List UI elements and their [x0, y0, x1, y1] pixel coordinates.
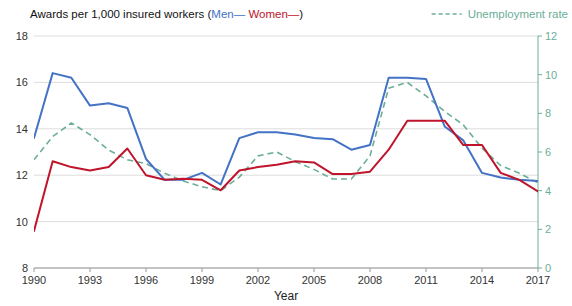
x-tick-label: 2008: [358, 274, 382, 286]
series-line: [34, 121, 538, 231]
x-axis-label: Year: [274, 289, 298, 303]
legend-label: Unemployment rate: [468, 8, 568, 20]
series-line: [34, 73, 538, 184]
x-tick: [426, 268, 427, 272]
grid: [34, 36, 538, 268]
grid-line: [34, 268, 538, 269]
chart: 8 10 12 14 16 18 0 2 4 6 8 10 12 1990 1993 1996 1999 2002…: [0, 0, 572, 306]
y2-tick: [538, 152, 542, 153]
x-tick: [370, 268, 371, 272]
y-tick-label: 8: [22, 262, 28, 274]
series-line: [34, 82, 538, 190]
x-tick-label: 2005: [302, 274, 326, 286]
y2-tick-label: 12: [545, 30, 557, 42]
y-tick-label: 14: [16, 123, 28, 135]
x-tick: [258, 268, 259, 272]
legend-swatch: [432, 13, 462, 15]
x-tick: [34, 268, 35, 272]
y2-tick: [538, 113, 542, 114]
y2-tick-label: 0: [545, 262, 551, 274]
y2-tick-label: 10: [545, 69, 557, 81]
x-tick: [90, 268, 91, 272]
x-tick-label: 1993: [78, 274, 102, 286]
x-tick-label: 1990: [22, 274, 46, 286]
y-tick-label: 12: [16, 169, 28, 181]
x-tick: [482, 268, 483, 272]
y-tick-label: 16: [16, 76, 28, 88]
grid-line: [34, 36, 538, 37]
x-tick: [146, 268, 147, 272]
x-axis-line: [34, 268, 538, 269]
y2-tick: [538, 229, 542, 230]
y-tick-label: 18: [16, 30, 28, 42]
x-tick-label: 2014: [470, 274, 494, 286]
grid-line: [34, 128, 538, 129]
x-tick-label: 2017: [526, 274, 550, 286]
y2-tick: [538, 268, 542, 269]
y2-tick: [538, 36, 542, 37]
lines: [34, 73, 538, 231]
x-tick-label: 1999: [190, 274, 214, 286]
grid-line: [34, 221, 538, 222]
y2-tick: [538, 190, 542, 191]
x-tick: [538, 268, 539, 272]
x-tick-label: 2011: [414, 274, 438, 286]
y-tick-label: 10: [16, 216, 28, 228]
x-tick: [202, 268, 203, 272]
x-tick: [314, 268, 315, 272]
grid-line: [34, 82, 538, 83]
x-tick-label: 1996: [134, 274, 158, 286]
y2-tick-label: 6: [545, 146, 551, 158]
legend: Unemployment rate: [432, 8, 568, 20]
y2-tick-label: 4: [545, 185, 551, 197]
y2-tick: [538, 74, 542, 75]
y2-axis-line: [538, 36, 539, 268]
title: Awards per 1,000 insured workers (Men— W…: [30, 8, 303, 20]
grid-line: [34, 175, 538, 176]
y2-tick-label: 2: [545, 223, 551, 235]
x-tick-label: 2002: [246, 274, 270, 286]
y2-tick-label: 8: [545, 107, 551, 119]
